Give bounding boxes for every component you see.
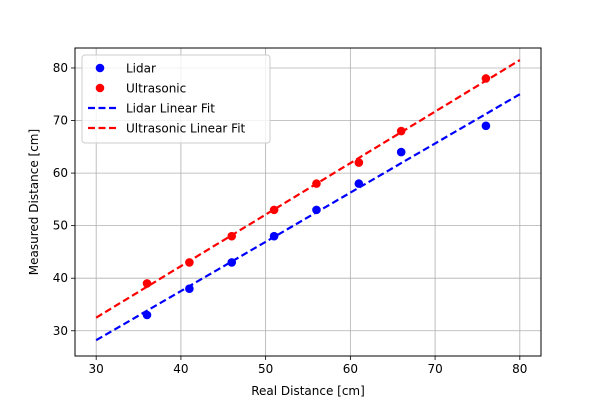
data-point [185, 258, 194, 267]
data-point [354, 158, 364, 167]
legend-label: Ultrasonic Linear Fit [126, 122, 246, 136]
data-point [481, 74, 491, 83]
x-axis-label: Real Distance [cm] [251, 384, 365, 398]
data-point [481, 121, 491, 131]
y-axis-label: Measured Distance [cm] [27, 129, 41, 275]
legend: Lidar Ultrasonic Lidar Linear Fit Ultrasoni… [81, 54, 271, 144]
x-tick-label: 40 [173, 362, 188, 376]
x-tick-label: 50 [258, 362, 273, 376]
data-point [312, 205, 321, 215]
y-tick-label: 50 [53, 219, 68, 233]
y-tick-label: 40 [53, 271, 68, 285]
data-point [227, 258, 237, 267]
legend-box [81, 54, 271, 144]
x-tick-label: 80 [512, 362, 527, 376]
data-point [396, 147, 406, 157]
data-point [269, 231, 279, 241]
data-point [142, 310, 152, 320]
data-point [354, 179, 364, 188]
data-point [185, 284, 194, 294]
data-point [396, 126, 406, 136]
data-point [312, 179, 321, 188]
fit-line [95, 59, 521, 319]
x-tick-label: 70 [427, 362, 442, 376]
legend-marker [95, 83, 105, 93]
axis-ticks: 30 40 50 60 70 80 30 40 50 60 70 80 [53, 61, 528, 376]
legend-label: Ultrasonic [126, 82, 186, 96]
data-point [142, 279, 152, 288]
data-point [227, 231, 237, 241]
y-tick-label: 60 [53, 166, 68, 180]
plot-frame [74, 47, 542, 357]
fit-line [95, 93, 521, 342]
plot-data [95, 59, 521, 342]
y-tick-label: 30 [53, 324, 68, 338]
x-tick-label: 60 [343, 362, 358, 376]
data-point [269, 205, 279, 215]
y-tick-label: 80 [53, 61, 68, 75]
legend-label: Lidar Linear Fit [126, 102, 215, 116]
legend-label: Lidar [126, 62, 156, 76]
legend-marker [95, 63, 105, 73]
x-tick-label: 30 [89, 362, 104, 376]
y-tick-label: 70 [53, 114, 68, 128]
